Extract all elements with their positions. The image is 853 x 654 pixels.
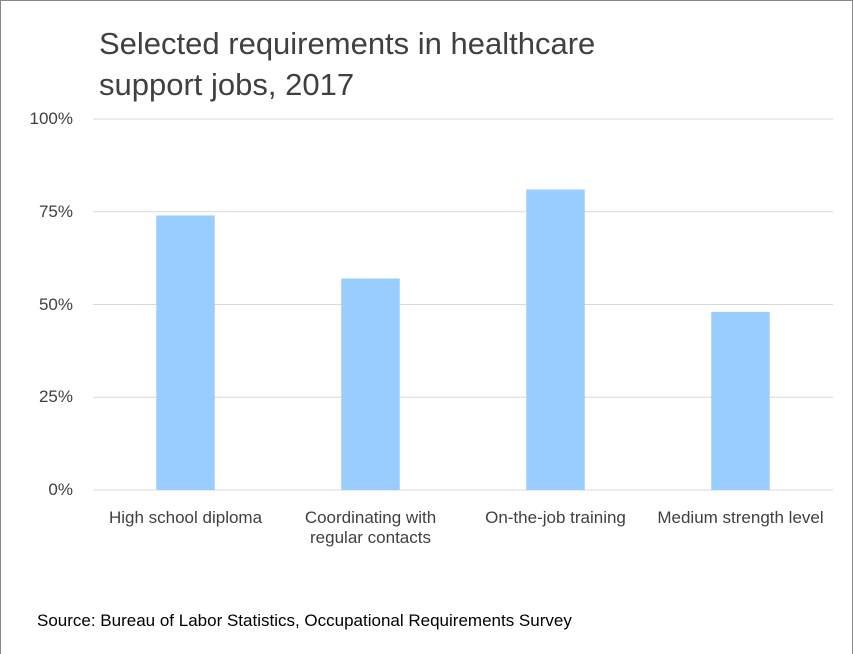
bar	[341, 278, 400, 490]
bar	[526, 189, 585, 491]
y-tick-label: 25%	[38, 387, 73, 407]
source-note: Source: Bureau of Labor Statistics, Occu…	[37, 611, 572, 630]
bar	[711, 311, 770, 490]
x-tick-label: Medium strength level	[657, 508, 824, 527]
bar	[156, 215, 215, 490]
x-tick-label: High school diploma	[108, 508, 263, 527]
y-tick-label: 50%	[38, 294, 73, 314]
y-tick-label: 100%	[29, 109, 73, 128]
y-tick-label: 75%	[38, 201, 73, 221]
x-tick-label: Coordinating with regular contacts	[304, 508, 437, 547]
x-tick-label: On-the-job training	[485, 508, 626, 527]
y-tick-label: 0%	[48, 480, 73, 499]
chart-title: Selected requirements in healthcare supp…	[99, 26, 596, 102]
